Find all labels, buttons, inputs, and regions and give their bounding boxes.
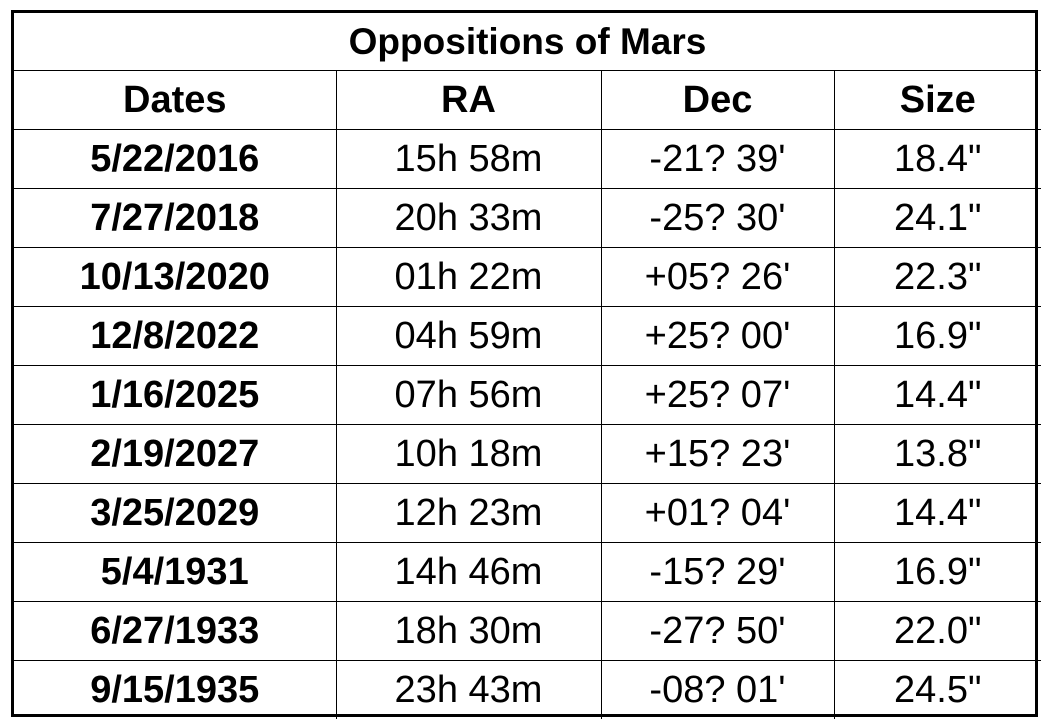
- table-row: 1/16/2025 07h 56m +25? 07' 14.4": [14, 365, 1041, 425]
- date-cell: 12/8/2022: [14, 306, 337, 366]
- dec-cell: -21? 39': [600, 129, 835, 189]
- table-row: 6/27/1933 18h 30m -27? 50' 22.0": [14, 601, 1041, 661]
- size-cell: 16.9": [833, 306, 1041, 366]
- size-cell: 14.4": [833, 365, 1041, 425]
- table-row: 2/19/2027 10h 18m +15? 23' 13.8": [14, 424, 1041, 484]
- ra-cell: 01h 22m: [335, 247, 602, 307]
- size-cell: 13.8": [833, 424, 1041, 484]
- size-cell: 16.9": [833, 542, 1041, 602]
- ra-cell: 04h 59m: [335, 306, 602, 366]
- date-cell: 1/16/2025: [14, 365, 337, 425]
- date-cell: 6/27/1933: [14, 601, 337, 661]
- table-row: 5/4/1931 14h 46m -15? 29' 16.9": [14, 542, 1041, 602]
- ra-cell: 20h 33m: [335, 188, 602, 248]
- ra-cell: 15h 58m: [335, 129, 602, 189]
- dec-cell: +25? 00': [600, 306, 835, 366]
- dec-cell: -27? 50': [600, 601, 835, 661]
- date-cell: 3/25/2029: [14, 483, 337, 543]
- size-cell: 14.4": [833, 483, 1041, 543]
- date-cell: 7/27/2018: [14, 188, 337, 248]
- table-row: 12/8/2022 04h 59m +25? 00' 16.9": [14, 306, 1041, 366]
- dec-cell: +01? 04': [600, 483, 835, 543]
- date-cell: 9/15/1935: [14, 660, 337, 719]
- dec-cell: -08? 01': [600, 660, 835, 719]
- table-row: 9/15/1935 23h 43m -08? 01' 24.5": [14, 660, 1041, 719]
- ra-cell: 10h 18m: [335, 424, 602, 484]
- table-title-row: Oppositions of Mars: [14, 13, 1041, 71]
- table-header-row: Dates RA Dec Size: [14, 70, 1041, 130]
- ra-cell: 18h 30m: [335, 601, 602, 661]
- size-cell: 22.3": [833, 247, 1041, 307]
- size-cell: 24.1": [833, 188, 1041, 248]
- table-row: 10/13/2020 01h 22m +05? 26' 22.3": [14, 247, 1041, 307]
- ra-cell: 12h 23m: [335, 483, 602, 543]
- date-cell: 2/19/2027: [14, 424, 337, 484]
- table-title: Oppositions of Mars: [14, 13, 1041, 71]
- table-row: 3/25/2029 12h 23m +01? 04' 14.4": [14, 483, 1041, 543]
- table-row: 5/22/2016 15h 58m -21? 39' 18.4": [14, 129, 1041, 189]
- dec-cell: -25? 30': [600, 188, 835, 248]
- column-header-size: Size: [833, 70, 1041, 130]
- date-cell: 5/22/2016: [14, 129, 337, 189]
- column-header-ra: RA: [335, 70, 602, 130]
- dec-cell: +25? 07': [600, 365, 835, 425]
- size-cell: 24.5": [833, 660, 1041, 719]
- ra-cell: 14h 46m: [335, 542, 602, 602]
- ra-cell: 07h 56m: [335, 365, 602, 425]
- table-row: 7/27/2018 20h 33m -25? 30' 24.1": [14, 188, 1041, 248]
- dec-cell: -15? 29': [600, 542, 835, 602]
- oppositions-table-frame: Oppositions of Mars Dates RA Dec Size 5/…: [11, 10, 1041, 719]
- ra-cell: 23h 43m: [335, 660, 602, 719]
- column-header-dates: Dates: [14, 70, 337, 130]
- oppositions-table: Oppositions of Mars Dates RA Dec Size 5/…: [14, 13, 1041, 719]
- date-cell: 10/13/2020: [14, 247, 337, 307]
- size-cell: 22.0": [833, 601, 1041, 661]
- column-header-dec: Dec: [600, 70, 835, 130]
- size-cell: 18.4": [833, 129, 1041, 189]
- date-cell: 5/4/1931: [14, 542, 337, 602]
- dec-cell: +05? 26': [600, 247, 835, 307]
- dec-cell: +15? 23': [600, 424, 835, 484]
